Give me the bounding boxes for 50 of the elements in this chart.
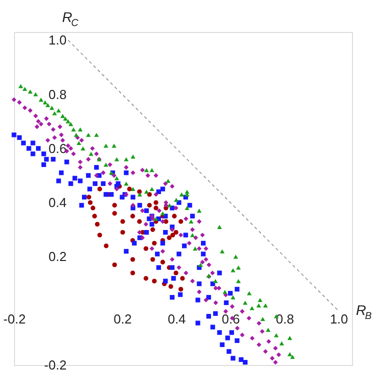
point (120, 219, 126, 224)
point (86, 194, 92, 200)
point (172, 214, 177, 218)
point (88, 200, 93, 205)
x-tick-label: 0.6 (222, 311, 240, 326)
y-tick-label: 0.6 (48, 140, 67, 156)
point (150, 257, 156, 262)
point (178, 286, 184, 292)
point (130, 214, 136, 218)
point (180, 276, 185, 281)
y-tick-label: 0.2 (48, 249, 67, 264)
x-tick-label: 0.8 (276, 311, 294, 326)
point (178, 219, 184, 224)
point (174, 270, 178, 276)
x-tick-label: 0.4 (168, 311, 186, 326)
x-tick-label: -0.2 (3, 311, 26, 326)
point (152, 240, 157, 246)
x-tick-label: 0.2 (114, 311, 132, 326)
x-tick-label: 1.0 (330, 311, 348, 326)
point (97, 232, 102, 238)
point (127, 186, 132, 192)
point (160, 260, 166, 264)
point (130, 270, 136, 276)
point (97, 186, 102, 192)
point (154, 200, 158, 205)
point (104, 244, 109, 248)
point (150, 227, 156, 232)
point (112, 262, 117, 268)
point (166, 235, 172, 240)
point (94, 222, 100, 227)
y-tick-label: 1.0 (48, 32, 67, 48)
point (112, 202, 117, 208)
y-tick-label: 0.4 (48, 195, 67, 210)
point (92, 214, 97, 218)
point (144, 276, 148, 281)
point (120, 230, 126, 235)
point (170, 232, 176, 238)
point (152, 278, 157, 284)
point (112, 211, 117, 216)
point (168, 284, 174, 289)
point (147, 202, 152, 208)
point (90, 206, 96, 210)
y-tick-label: 0.8 (48, 86, 67, 102)
point (174, 230, 178, 235)
y-tick-label: -0.2 (44, 358, 67, 372)
point (144, 246, 148, 251)
point (147, 192, 152, 197)
point (154, 206, 158, 210)
point (130, 257, 136, 262)
point (137, 219, 142, 224)
